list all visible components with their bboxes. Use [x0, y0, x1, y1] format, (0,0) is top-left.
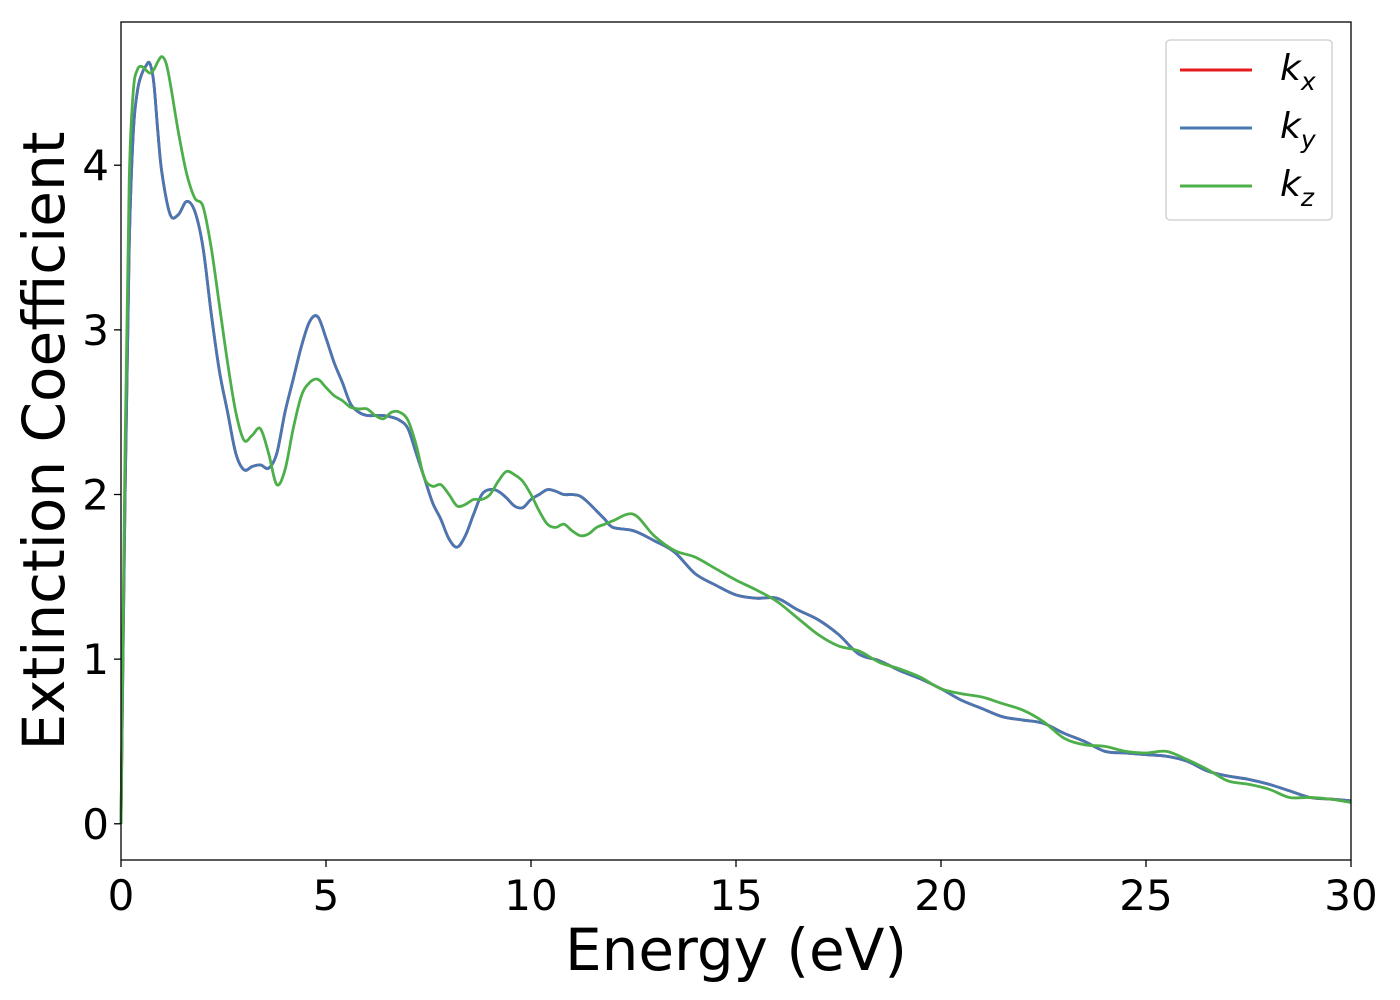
x-tick-label: 0 [108, 871, 135, 920]
x-tick-label: 25 [1119, 871, 1172, 920]
legend-label-kz: kz [1280, 164, 1315, 212]
x-tick-label: 5 [313, 871, 340, 920]
legend-label-ky: ky [1280, 106, 1317, 154]
series-layer [119, 55, 1352, 824]
series-line-kz [119, 55, 1352, 824]
x-tick-label: 20 [914, 871, 967, 920]
x-tick-label: 15 [709, 871, 762, 920]
x-axis-label: Energy (eV) [565, 916, 907, 984]
legend-box [1165, 39, 1333, 221]
x-axis-ticks: 0 5 10 15 20 25 30 [108, 860, 1378, 920]
y-tick-label: 3 [82, 306, 109, 355]
y-axis-label: Extinction Coefficient [10, 132, 78, 751]
legend: kx ky kz [1165, 39, 1333, 221]
y-tick-label: 1 [82, 635, 109, 684]
y-tick-label: 4 [82, 141, 109, 190]
y-tick-label: 2 [82, 471, 109, 520]
y-axis-ticks: 0 1 2 3 4 [82, 141, 121, 849]
x-tick-label: 10 [504, 871, 557, 920]
x-tick-label: 30 [1324, 871, 1377, 920]
series-line-ky [119, 60, 1352, 824]
y-tick-label: 0 [82, 800, 109, 849]
legend-label-kx: kx [1280, 48, 1316, 96]
